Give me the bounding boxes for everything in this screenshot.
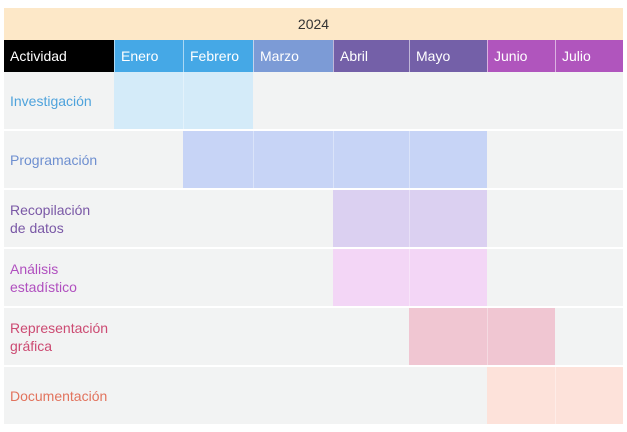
- header-activity: Actividad: [4, 40, 114, 72]
- month-divider: [409, 190, 410, 247]
- activity-label: Documentación: [10, 388, 108, 404]
- activity-row: Análisis estadístico: [4, 249, 623, 306]
- header-month-mayo: Mayo: [409, 40, 487, 72]
- month-divider: [487, 308, 488, 365]
- gantt-bar: [409, 308, 555, 365]
- gantt-bar: [333, 190, 487, 247]
- month-divider: [333, 131, 334, 188]
- month-divider: [409, 131, 410, 188]
- activity-row: Documentación: [4, 367, 623, 424]
- month-divider: [183, 72, 184, 129]
- activity-row: Programación: [4, 131, 623, 188]
- header-month-febrero: Febrero: [183, 40, 253, 72]
- activity-label: Investigación: [10, 93, 92, 109]
- header-month-abril: Abril: [333, 40, 409, 72]
- gantt-bar: [333, 249, 487, 306]
- header-month-enero: Enero: [114, 40, 183, 72]
- gantt-bar: [487, 367, 623, 424]
- activity-row: Investigación: [4, 72, 623, 129]
- activity-label: Recopilación de datos: [10, 202, 91, 236]
- month-divider: [555, 367, 556, 424]
- month-divider: [253, 131, 254, 188]
- activity-label: Representación gráfica: [10, 320, 109, 354]
- header-month-junio: Junio: [487, 40, 555, 72]
- month-divider: [409, 249, 410, 306]
- gantt-bar: [114, 72, 253, 129]
- year-header: 2024: [4, 8, 623, 40]
- header-month-julio: Julio: [555, 40, 623, 72]
- activity-label: Programación: [10, 152, 98, 168]
- gantt-bar: [183, 131, 487, 188]
- header-month-marzo: Marzo: [253, 40, 333, 72]
- activity-label: Análisis estadístico: [10, 261, 77, 295]
- activity-row: Representación gráfica: [4, 308, 623, 365]
- activity-row: Recopilación de datos: [4, 190, 623, 247]
